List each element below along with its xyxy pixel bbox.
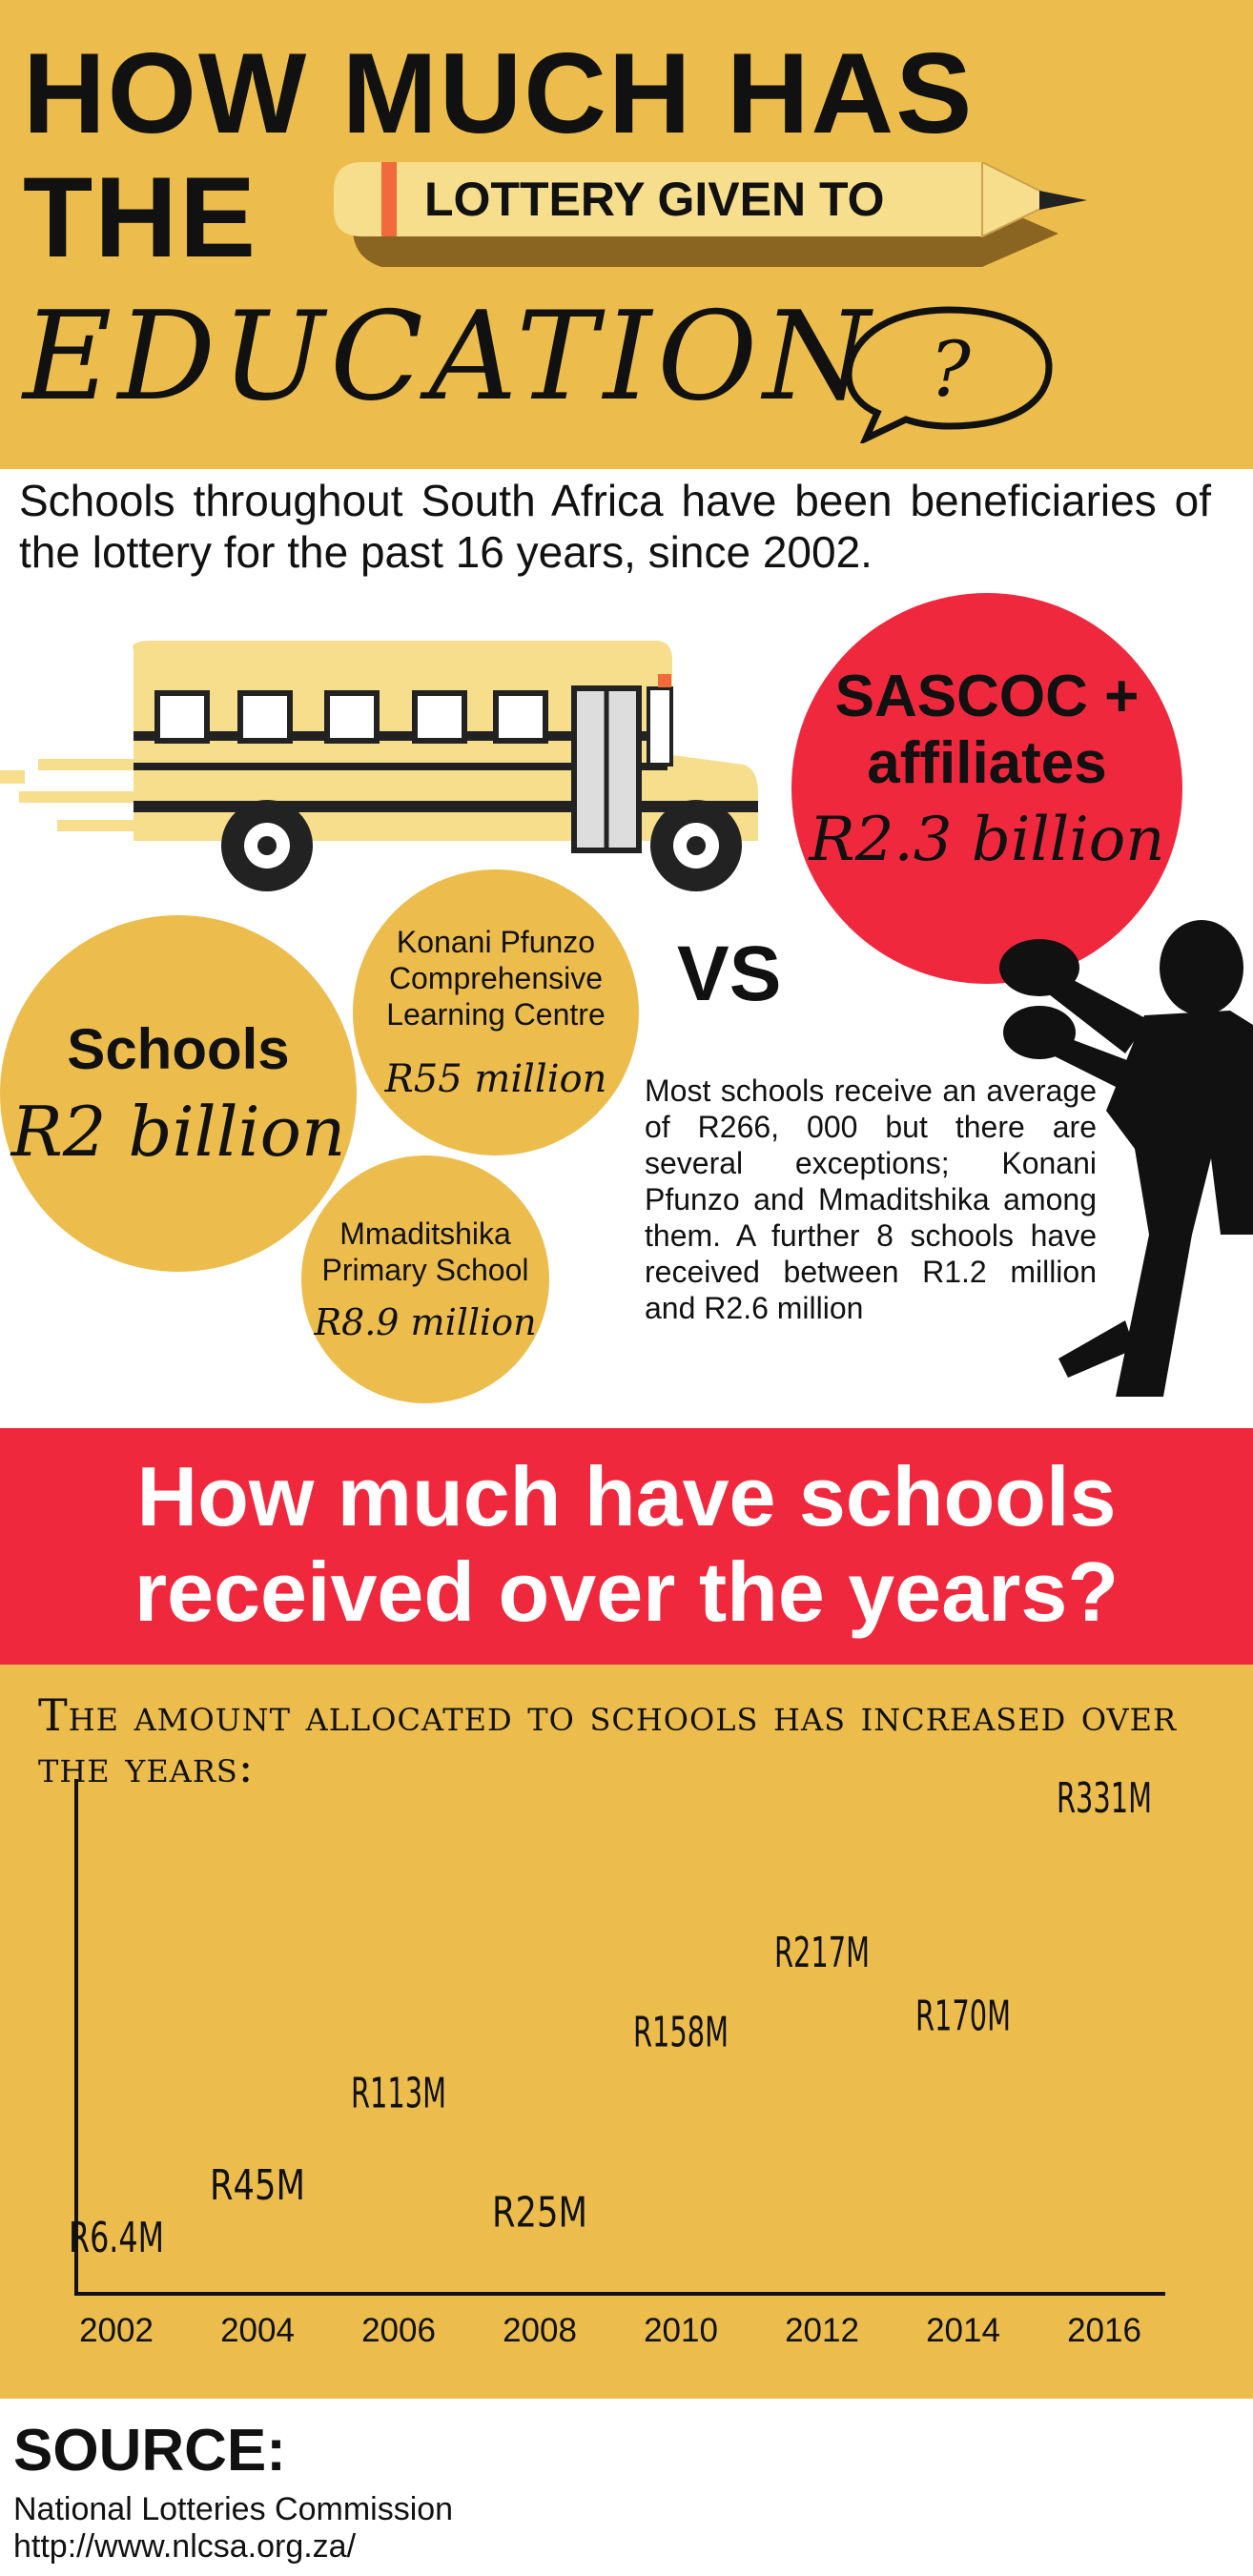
- data-label-2012: R217M: [774, 1929, 870, 1977]
- chart-background: [0, 1665, 1253, 2399]
- schools-amount: R2 billion: [10, 1091, 346, 1172]
- source-section: [0, 2399, 1253, 2576]
- x-tick-2008: 2008: [503, 2312, 577, 2349]
- chart-svg: R6.4M R45M R113M R25M R158M R217M R170M R331M 2…: [69, 1774, 1165, 2349]
- data-label-2014: R170M: [915, 1993, 1011, 2041]
- mmaditshika-circle: Mmaditshika Primary School R8.9 million: [301, 1155, 549, 1403]
- schools-name: Schools: [67, 1016, 290, 1081]
- pencil-icon: [334, 162, 1087, 267]
- sascoc-amount: R2.3 billion: [809, 805, 1165, 875]
- x-tick-2012: 2012: [785, 2312, 859, 2349]
- data-label-2006: R113M: [351, 2070, 446, 2118]
- x-tick-2004: 2004: [220, 2312, 295, 2349]
- source-title: SOURCE:: [13, 2418, 286, 2484]
- intro-text: Schools throughout South Africa have bee…: [19, 476, 1211, 577]
- schools-note: Most schools receive an average of R266,…: [645, 1073, 1097, 1325]
- x-tick-2006: 2006: [361, 2312, 436, 2349]
- school-bus-icon: [0, 641, 758, 891]
- x-tick-2014: 2014: [926, 2312, 1000, 2349]
- pencil-label: LOTTERY GIVEN TO: [424, 173, 885, 226]
- boxer-silhouette-icon: [999, 920, 1253, 1397]
- section-title: How much have schools received over the …: [134, 1449, 1119, 1639]
- data-label-2004: R45M: [210, 2161, 305, 2210]
- source-org: National Lotteries Commission: [13, 2491, 454, 2527]
- sascoc-circle: SASCOC + affiliates R2.3 billion: [791, 593, 1182, 984]
- data-label-2016: R331M: [1057, 1774, 1152, 1823]
- mmaditshika-amount: R8.9 million: [314, 1301, 537, 1343]
- x-tick-2016: 2016: [1067, 2312, 1141, 2349]
- konani-name: Konani Pfunzo Comprehensive Learning Cen…: [386, 925, 606, 1032]
- source-url[interactable]: http://www.nlcsa.org.za/: [13, 2528, 357, 2565]
- svg-text:?: ?: [930, 325, 972, 414]
- konani-amount: R55 million: [384, 1057, 607, 1101]
- x-tick-2002: 2002: [79, 2312, 154, 2349]
- title-line-1: HOW MUCH HAS: [23, 30, 975, 157]
- title-line-3: EDUCATION: [23, 286, 876, 428]
- x-tick-2010: 2010: [644, 2312, 718, 2349]
- data-label-2008: R25M: [492, 2189, 587, 2238]
- vs-label: VS: [677, 930, 782, 1017]
- sascoc-name: SASCOC + affiliates: [834, 664, 1140, 796]
- data-label-2010: R158M: [633, 2009, 729, 2057]
- data-label-2002: R6.4M: [69, 2214, 164, 2262]
- konani-circle: Konani Pfunzo Comprehensive Learning Cen…: [353, 869, 639, 1155]
- mmaditshika-name: Mmaditshika Primary School: [321, 1216, 529, 1287]
- schools-circle: Schools R2 billion: [0, 915, 357, 1272]
- speech-bubble-icon: ?: [845, 306, 1053, 443]
- title-line-2: THE: [23, 153, 257, 281]
- chart-title: The amount allocated to schools has incr…: [38, 1689, 1178, 1792]
- section-band: [0, 1428, 1253, 1665]
